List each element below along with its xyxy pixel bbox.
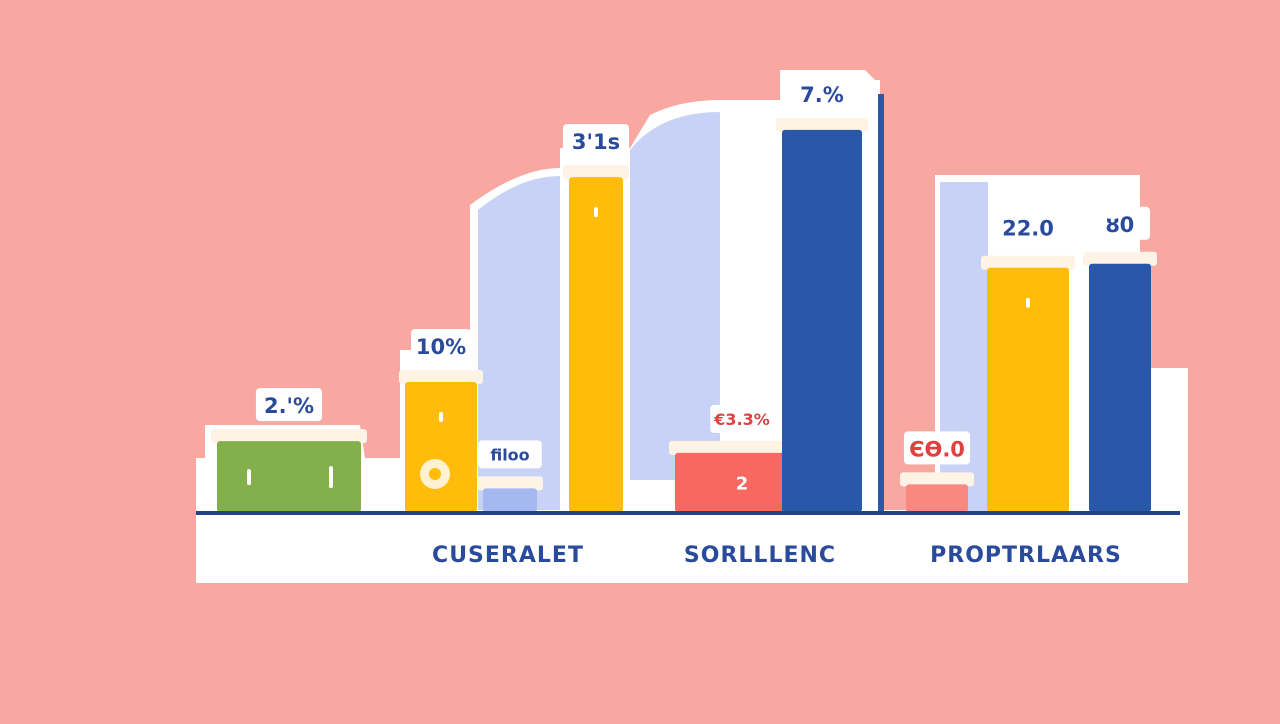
category-label-sorlllenc: SORLLLENC	[684, 543, 836, 568]
bar-value-label: ȣ0	[1106, 213, 1134, 237]
category-label-proptrlaars: PROPTRLAARS	[930, 543, 1122, 568]
bar-cuseralet-2	[483, 488, 537, 512]
bar-value-label: ЄѲ.0	[909, 437, 965, 461]
bar-tick-mark	[439, 411, 443, 422]
bar-cuseralet-3	[569, 177, 623, 512]
bar-cap	[981, 255, 1075, 270]
background-area-2	[630, 112, 720, 480]
bar-cuseralet-1	[405, 381, 477, 512]
bar-proptrlaars-2	[1089, 263, 1151, 512]
value-label-chip	[1090, 206, 1150, 240]
bar-tick-mark	[594, 207, 598, 218]
bar-cap	[399, 369, 483, 384]
bar-cuseralet-0	[217, 441, 361, 512]
value-label-chip	[255, 388, 323, 422]
background-area-1	[478, 176, 560, 510]
bar-value-label: 3'1s	[572, 130, 620, 154]
bar-value-label: 10%	[416, 335, 466, 359]
blue-accent-stripe	[878, 94, 884, 512]
bar-sorlllenc-0	[675, 452, 809, 512]
bar-sorlllenc-1	[782, 129, 862, 512]
bar-cap	[669, 440, 815, 455]
bar-cap	[211, 429, 367, 444]
bar-tick-mark	[247, 469, 251, 486]
bar-tick-mark	[329, 466, 333, 489]
category-label-cuseralet: CUSERALET	[432, 543, 584, 568]
value-label-chip	[792, 76, 852, 110]
value-label-chip	[903, 431, 971, 465]
bar-value-label: filoo	[490, 445, 529, 464]
value-label-chip	[710, 404, 774, 433]
bar-cap	[1083, 251, 1157, 266]
bar-value-label: 22.0	[1002, 217, 1054, 241]
value-label-chip	[478, 440, 542, 469]
bar-cap	[900, 472, 974, 487]
bar-proptrlaars-0	[906, 484, 968, 512]
bar-value-label: 7.%	[800, 83, 844, 107]
bar-tick-mark	[1026, 297, 1030, 308]
bar-cap	[477, 476, 543, 491]
value-label-chip	[994, 210, 1062, 244]
bar-cap	[563, 165, 629, 180]
value-label-chip	[411, 328, 471, 362]
bar-value-label: 2.'%	[264, 394, 314, 418]
bar-cap	[776, 117, 868, 132]
bar-dot-center	[429, 468, 441, 480]
bar-proptrlaars-1	[987, 267, 1069, 512]
bar-value-label: €3.3%	[713, 410, 770, 429]
value-label-chip	[562, 124, 630, 158]
bar-inner-label: 2	[736, 473, 749, 494]
